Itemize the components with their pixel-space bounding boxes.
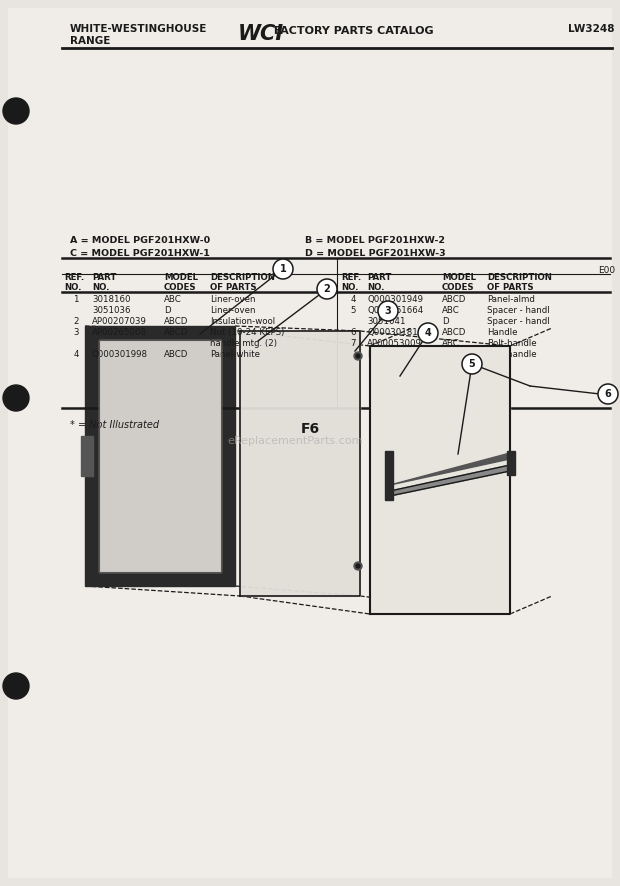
Text: AP00053009: AP00053009: [367, 339, 422, 348]
Text: AP00265008: AP00265008: [92, 328, 147, 337]
Text: Liner-oven: Liner-oven: [210, 306, 255, 315]
Polygon shape: [240, 331, 360, 596]
Text: A = MODEL PGF201HXW-0: A = MODEL PGF201HXW-0: [70, 236, 210, 245]
Text: 1: 1: [73, 295, 79, 304]
Text: ABCD: ABCD: [442, 295, 466, 304]
Text: REF.
NO.: REF. NO.: [64, 273, 84, 292]
Polygon shape: [390, 453, 510, 485]
Text: Bolt-handle: Bolt-handle: [487, 339, 537, 348]
Circle shape: [462, 354, 482, 374]
Text: PART
NO.: PART NO.: [92, 273, 117, 292]
Text: 3051036: 3051036: [92, 306, 130, 315]
Text: 2: 2: [324, 284, 330, 294]
Text: E00: E00: [598, 266, 615, 275]
Circle shape: [418, 323, 438, 343]
Text: LW3248: LW3248: [568, 24, 614, 34]
Circle shape: [273, 259, 293, 279]
Circle shape: [3, 673, 29, 699]
Text: ABCD: ABCD: [442, 328, 466, 337]
Text: F6: F6: [301, 422, 319, 436]
Text: ABCD: ABCD: [164, 317, 188, 326]
Text: C = MODEL PGF201HXW-1: C = MODEL PGF201HXW-1: [70, 249, 210, 258]
Text: handle mtg. (2): handle mtg. (2): [210, 339, 277, 348]
Text: 1: 1: [280, 264, 286, 274]
Polygon shape: [370, 346, 510, 614]
Text: D = MODEL PGF201HXW-3: D = MODEL PGF201HXW-3: [305, 249, 446, 258]
Text: ABC: ABC: [164, 295, 182, 304]
Circle shape: [598, 384, 618, 404]
Text: D: D: [442, 317, 449, 326]
Polygon shape: [385, 451, 393, 500]
Polygon shape: [85, 326, 235, 586]
Text: Panel-almd: Panel-almd: [487, 295, 535, 304]
Text: 5: 5: [469, 359, 476, 369]
Text: Q000061664: Q000061664: [367, 306, 423, 315]
Text: 4: 4: [73, 350, 79, 359]
Text: 4: 4: [350, 295, 356, 304]
Text: K006127401: K006127401: [367, 350, 422, 359]
Text: 3051041: 3051041: [367, 317, 405, 326]
Text: 3: 3: [384, 306, 391, 316]
Text: ABC: ABC: [442, 339, 460, 348]
Text: Spacer - handl: Spacer - handl: [487, 317, 549, 326]
Text: B = MODEL PGF201HXW-2: B = MODEL PGF201HXW-2: [305, 236, 445, 245]
Polygon shape: [81, 436, 93, 476]
Text: Nut (10-24 KEPS): Nut (10-24 KEPS): [210, 328, 285, 337]
Polygon shape: [99, 340, 221, 572]
Text: Q000301998: Q000301998: [92, 350, 148, 359]
Text: DESCRIPTION
OF PARTS: DESCRIPTION OF PARTS: [210, 273, 275, 292]
Circle shape: [378, 301, 398, 321]
Text: DESCRIPTION
OF PARTS: DESCRIPTION OF PARTS: [487, 273, 552, 292]
Text: Q000301949: Q000301949: [367, 295, 423, 304]
Text: Insulation-wool: Insulation-wool: [210, 317, 275, 326]
Text: 3018160: 3018160: [92, 295, 130, 304]
Text: Panel-white: Panel-white: [210, 350, 260, 359]
Text: eReplacementParts.com: eReplacementParts.com: [228, 436, 363, 446]
Text: D: D: [442, 350, 449, 359]
Circle shape: [317, 279, 337, 299]
Text: FACTORY PARTS CATALOG: FACTORY PARTS CATALOG: [270, 26, 433, 36]
Circle shape: [3, 385, 29, 411]
Text: ABCD: ABCD: [164, 328, 188, 337]
Polygon shape: [507, 451, 515, 475]
Text: ABC: ABC: [442, 306, 460, 315]
Circle shape: [356, 564, 360, 568]
Text: AP00207039: AP00207039: [92, 317, 147, 326]
Text: Spacer - handl: Spacer - handl: [487, 306, 549, 315]
Circle shape: [3, 98, 29, 124]
Text: Handle: Handle: [487, 328, 518, 337]
Text: 7: 7: [350, 339, 356, 348]
Text: 6: 6: [350, 328, 356, 337]
Circle shape: [356, 354, 360, 358]
Text: MODEL
CODES: MODEL CODES: [164, 273, 198, 292]
Text: * = Not Illustrated: * = Not Illustrated: [70, 420, 159, 430]
Text: 3: 3: [73, 328, 79, 337]
Circle shape: [354, 352, 362, 360]
Text: RANGE: RANGE: [70, 36, 110, 46]
Circle shape: [354, 562, 362, 570]
Polygon shape: [390, 465, 510, 496]
Text: 4: 4: [425, 328, 432, 338]
Text: Liner-oven: Liner-oven: [210, 295, 255, 304]
Text: REF.
NO.: REF. NO.: [341, 273, 361, 292]
Text: Q000301812: Q000301812: [367, 328, 423, 337]
Text: D: D: [164, 306, 171, 315]
Text: ABCD: ABCD: [164, 350, 188, 359]
Text: WCI: WCI: [238, 24, 284, 44]
Text: 6: 6: [604, 389, 611, 399]
Text: 5: 5: [350, 306, 356, 315]
Text: WHITE-WESTINGHOUSE: WHITE-WESTINGHOUSE: [70, 24, 207, 34]
Text: Bolt-handle: Bolt-handle: [487, 350, 537, 359]
Text: MODEL
CODES: MODEL CODES: [442, 273, 476, 292]
Text: 2: 2: [73, 317, 79, 326]
Text: PART
NO.: PART NO.: [367, 273, 391, 292]
